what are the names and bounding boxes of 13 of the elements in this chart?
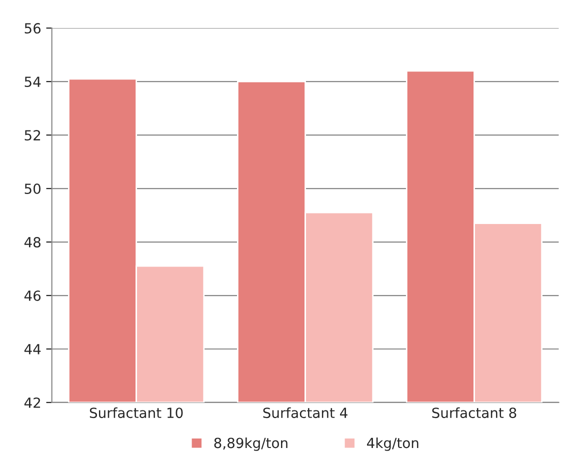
y-tick-label: 42 [24,397,40,408]
x-tick-label: Surfactant 8 [432,407,516,418]
y-tick-label: 56 [24,23,41,34]
y-tick-label: 50 [24,184,40,194]
legend-label: 4kg/ton [367,437,418,451]
y-tick-label: 48 [24,236,40,248]
legend-label: 8,89kg/ton [214,437,288,451]
y-tick-label: 54 [24,76,41,88]
x-tick-label: Surfactant 4 [263,407,348,418]
y-tick-label: 52 [24,130,40,141]
y-tick-label: 46 [24,290,41,301]
x-tick-label: Surfactant 10 [90,407,183,418]
y-tick-label: 44 [24,344,41,354]
